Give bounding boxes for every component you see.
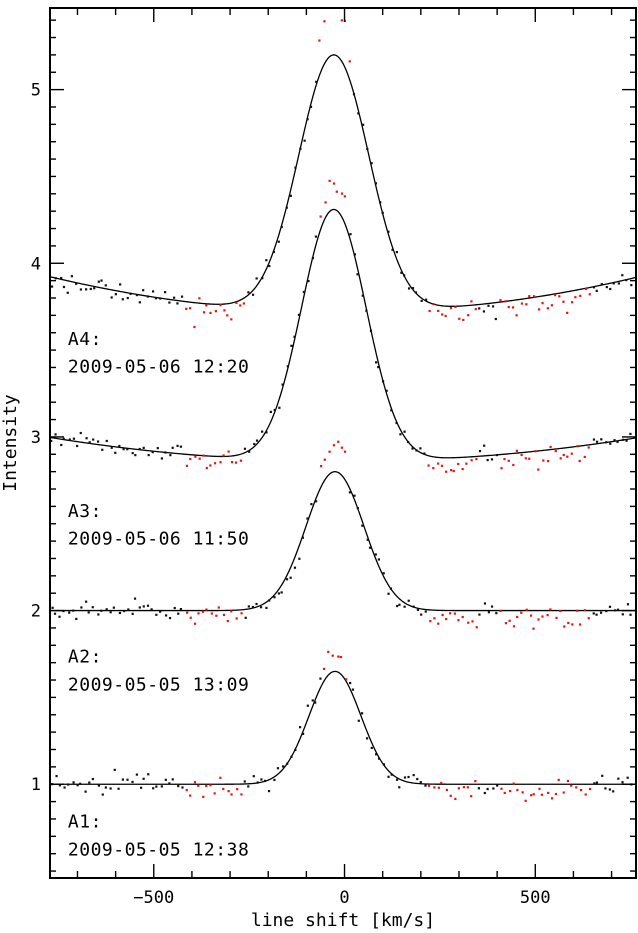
axis-ticks <box>50 8 636 878</box>
x-axis-title: line shift [km/s] <box>251 910 435 931</box>
x-tick-label: −500 <box>133 888 174 908</box>
x-tick-label: 0 <box>339 888 349 908</box>
data-points-A1 <box>51 650 633 802</box>
annotation-a1-datetime: 2009-05-05 12:38 <box>68 839 249 860</box>
y-tick-label: 2 <box>31 602 41 622</box>
fit-curve-A1 <box>50 670 636 785</box>
annotation-a4-label: A4: <box>68 329 102 350</box>
plot-frame <box>49 7 637 879</box>
annotations-layer: A4: 2009-05-06 12:20 A3: 2009-05-06 11:50 A2… <box>68 329 249 861</box>
fit-curve-A2 <box>50 471 636 612</box>
plot-data-layer <box>50 19 636 802</box>
y-tick-label: 5 <box>31 81 41 101</box>
annotation-a2-datetime: 2009-05-05 13:09 <box>68 675 249 696</box>
annotation-a2-label: A2: <box>68 647 102 668</box>
data-points-A2 <box>51 440 632 630</box>
annotation-a3-label: A3: <box>68 501 102 522</box>
axes-layer: −500 0 500 1 2 3 4 5 <box>31 7 637 908</box>
fit-curve-A4 <box>50 54 636 307</box>
annotation-a4-datetime: 2009-05-06 12:20 <box>68 357 249 378</box>
fit-curve-A3 <box>50 208 636 459</box>
annotation-a1-label: A1: <box>68 812 102 833</box>
y-tick-label: 1 <box>31 775 41 795</box>
x-tick-label: 500 <box>520 888 551 908</box>
y-tick-label: 4 <box>31 254 41 274</box>
annotation-a3-datetime: 2009-05-06 11:50 <box>68 529 249 550</box>
y-tick-label: 3 <box>31 428 41 448</box>
data-points-A3 <box>50 179 632 473</box>
y-axis-title: Intensity <box>0 394 21 492</box>
data-points-A4 <box>50 19 633 329</box>
